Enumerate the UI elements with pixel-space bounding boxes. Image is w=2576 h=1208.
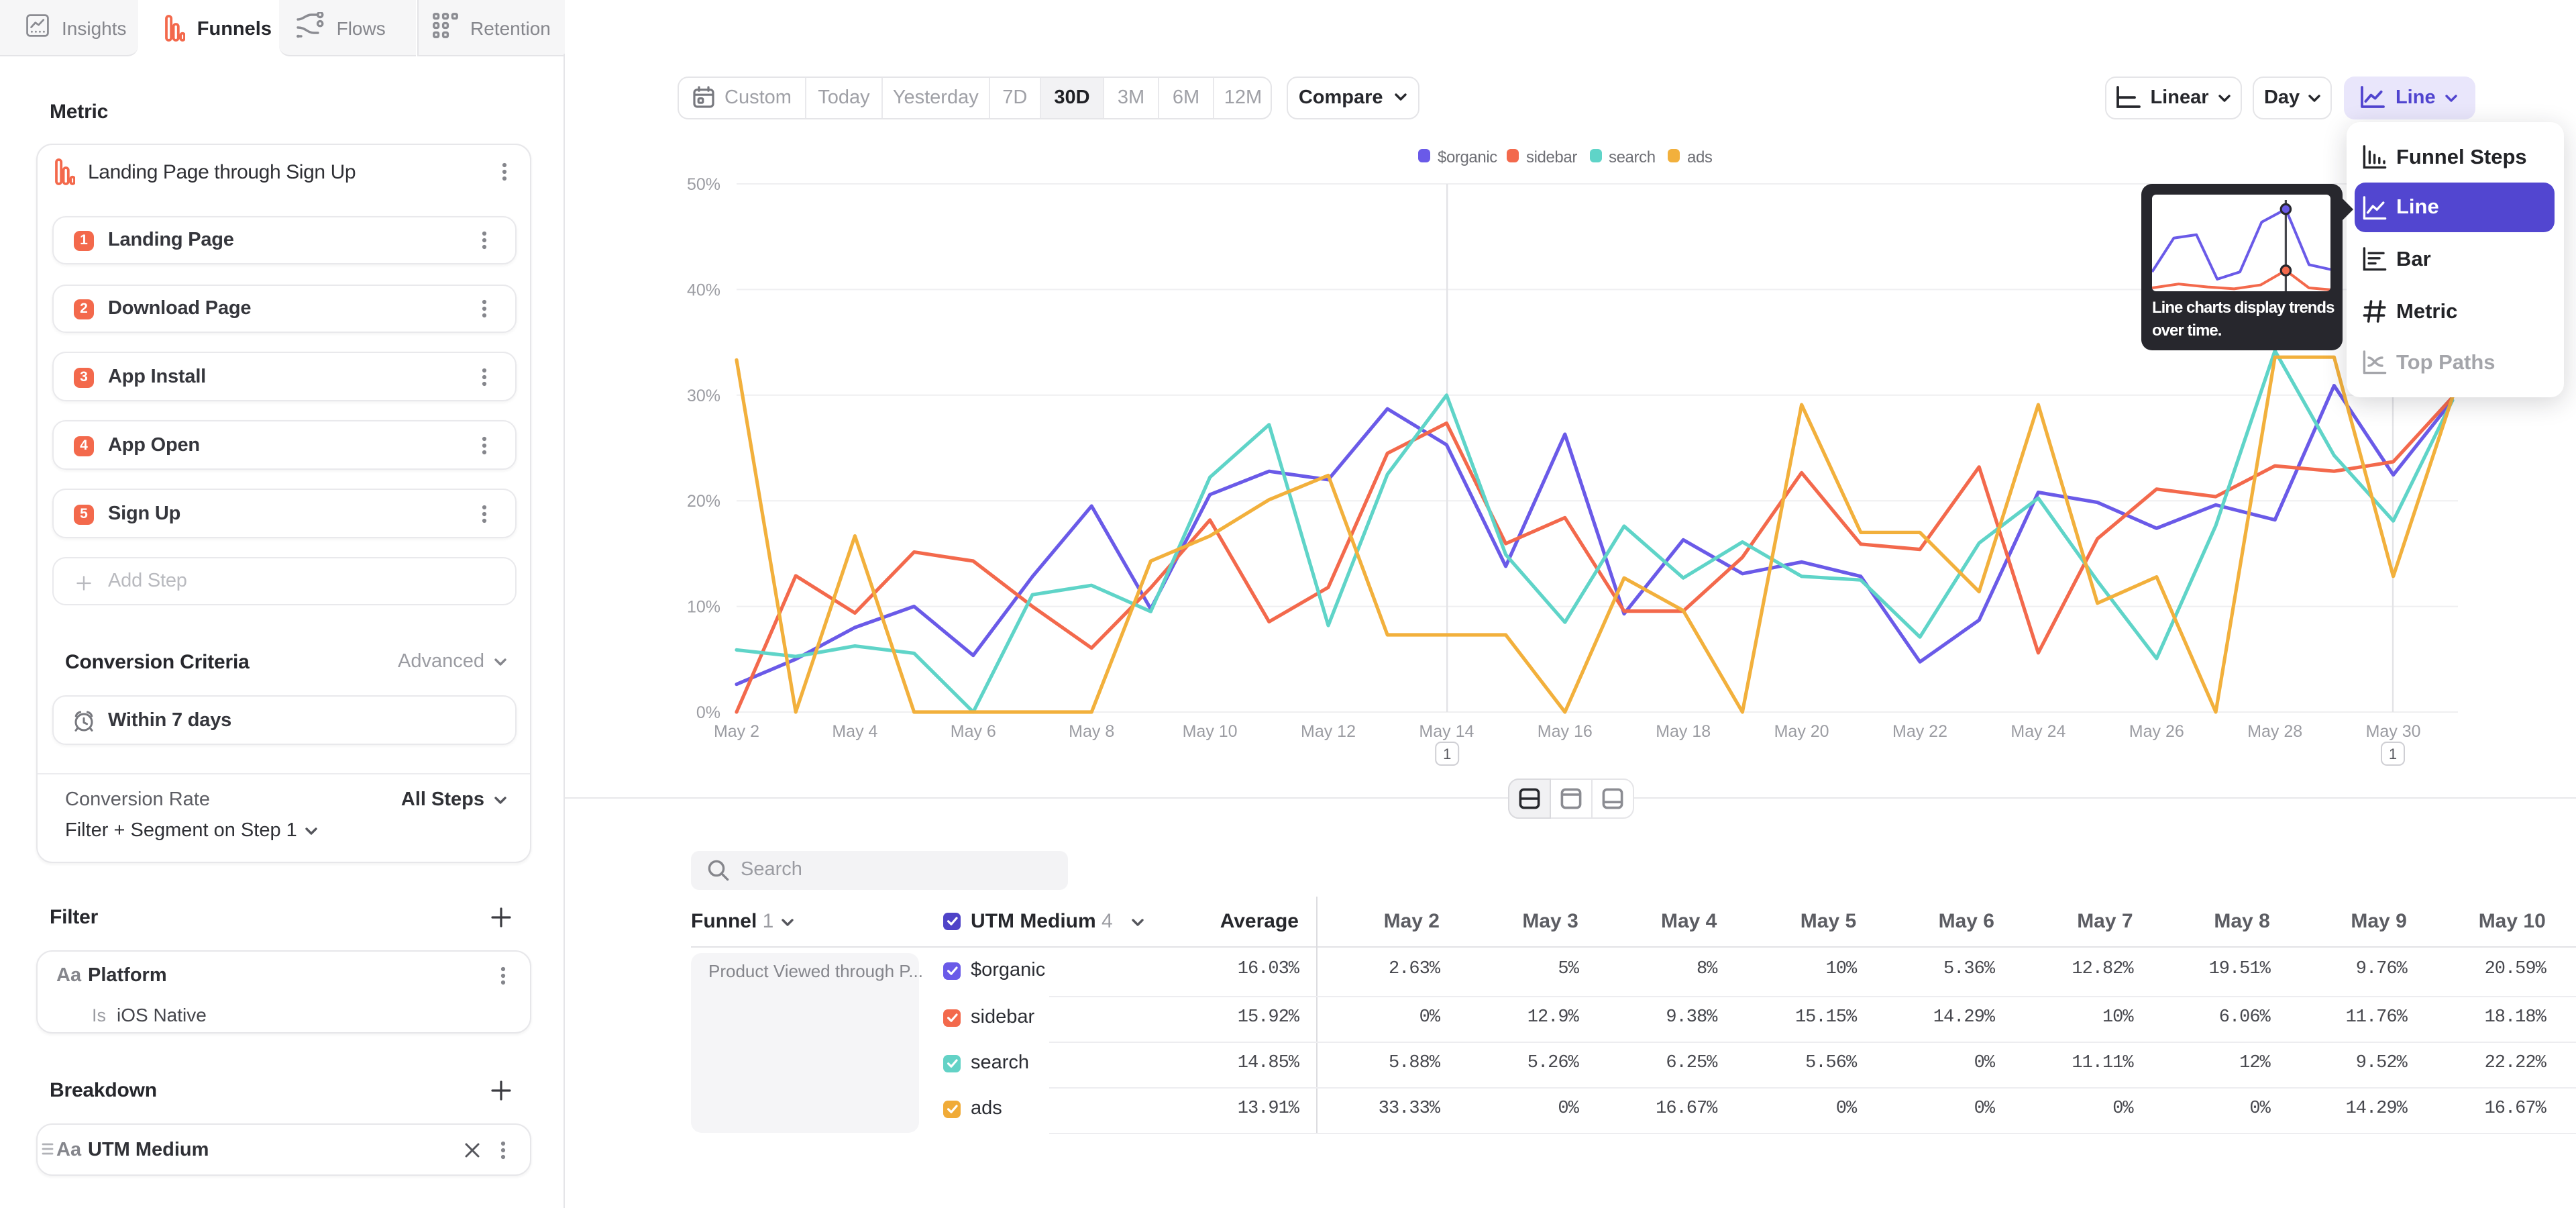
svg-text:May 14: May 14	[1419, 722, 1474, 741]
svg-text:May 20: May 20	[1774, 722, 1829, 741]
svg-text:May 22: May 22	[1892, 722, 1947, 741]
svg-text:0%: 0%	[696, 703, 720, 722]
svg-text:May 8: May 8	[1069, 722, 1114, 741]
svg-text:May 26: May 26	[2129, 722, 2184, 741]
svg-text:May 2: May 2	[714, 722, 759, 741]
svg-text:40%: 40%	[687, 281, 720, 299]
svg-text:50%: 50%	[687, 175, 720, 194]
svg-text:May 10: May 10	[1183, 722, 1238, 741]
svg-text:May 16: May 16	[1538, 722, 1593, 741]
svg-text:1: 1	[2389, 746, 2397, 762]
svg-text:May 24: May 24	[2010, 722, 2065, 741]
svg-text:May 12: May 12	[1301, 722, 1356, 741]
svg-text:20%: 20%	[687, 492, 720, 511]
svg-text:1: 1	[1443, 746, 1451, 762]
svg-text:May 18: May 18	[1656, 722, 1711, 741]
svg-text:10%: 10%	[687, 598, 720, 617]
svg-text:May 6: May 6	[951, 722, 996, 741]
svg-text:May 28: May 28	[2247, 722, 2302, 741]
svg-text:May 4: May 4	[832, 722, 877, 741]
svg-text:30%: 30%	[687, 387, 720, 405]
svg-text:May 30: May 30	[2366, 722, 2421, 741]
